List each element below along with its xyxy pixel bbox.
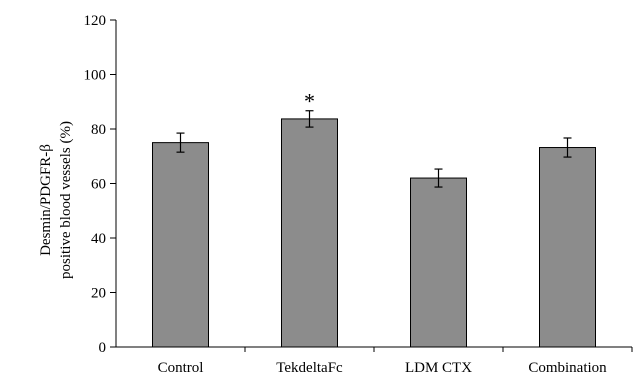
x-category-label: Control: [158, 360, 204, 376]
y-tick-label: 100: [84, 68, 107, 84]
y-tick-label: 0: [99, 340, 107, 356]
y-axis: 0 20 40 60 80 100 120: [84, 13, 117, 356]
x-category-label: TekdeltaFc: [276, 360, 343, 376]
significance-marker: *: [304, 89, 315, 114]
y-tick-label: 40: [91, 231, 106, 247]
y-axis-title-line-2: positive blood vessels (%): [58, 121, 74, 279]
bars-group: *: [152, 89, 596, 348]
bar: [410, 177, 467, 348]
y-tick-label: 80: [91, 122, 106, 138]
y-axis-title-line-1: Desmin/PDGFR-β: [38, 144, 54, 256]
x-category-label: Combination: [528, 360, 607, 376]
y-tick-label: 120: [84, 13, 107, 29]
bar: [539, 147, 596, 348]
x-axis: Control TekdeltaFc LDM CTX Combination: [116, 346, 633, 376]
x-category-label: LDM CTX: [405, 360, 472, 376]
bar: [152, 142, 209, 348]
bar: [281, 118, 338, 348]
y-axis-title: Desmin/PDGFR-β positive blood vessels (%…: [38, 121, 74, 279]
y-tick-label: 60: [91, 177, 106, 193]
y-tick-label: 20: [91, 286, 106, 302]
